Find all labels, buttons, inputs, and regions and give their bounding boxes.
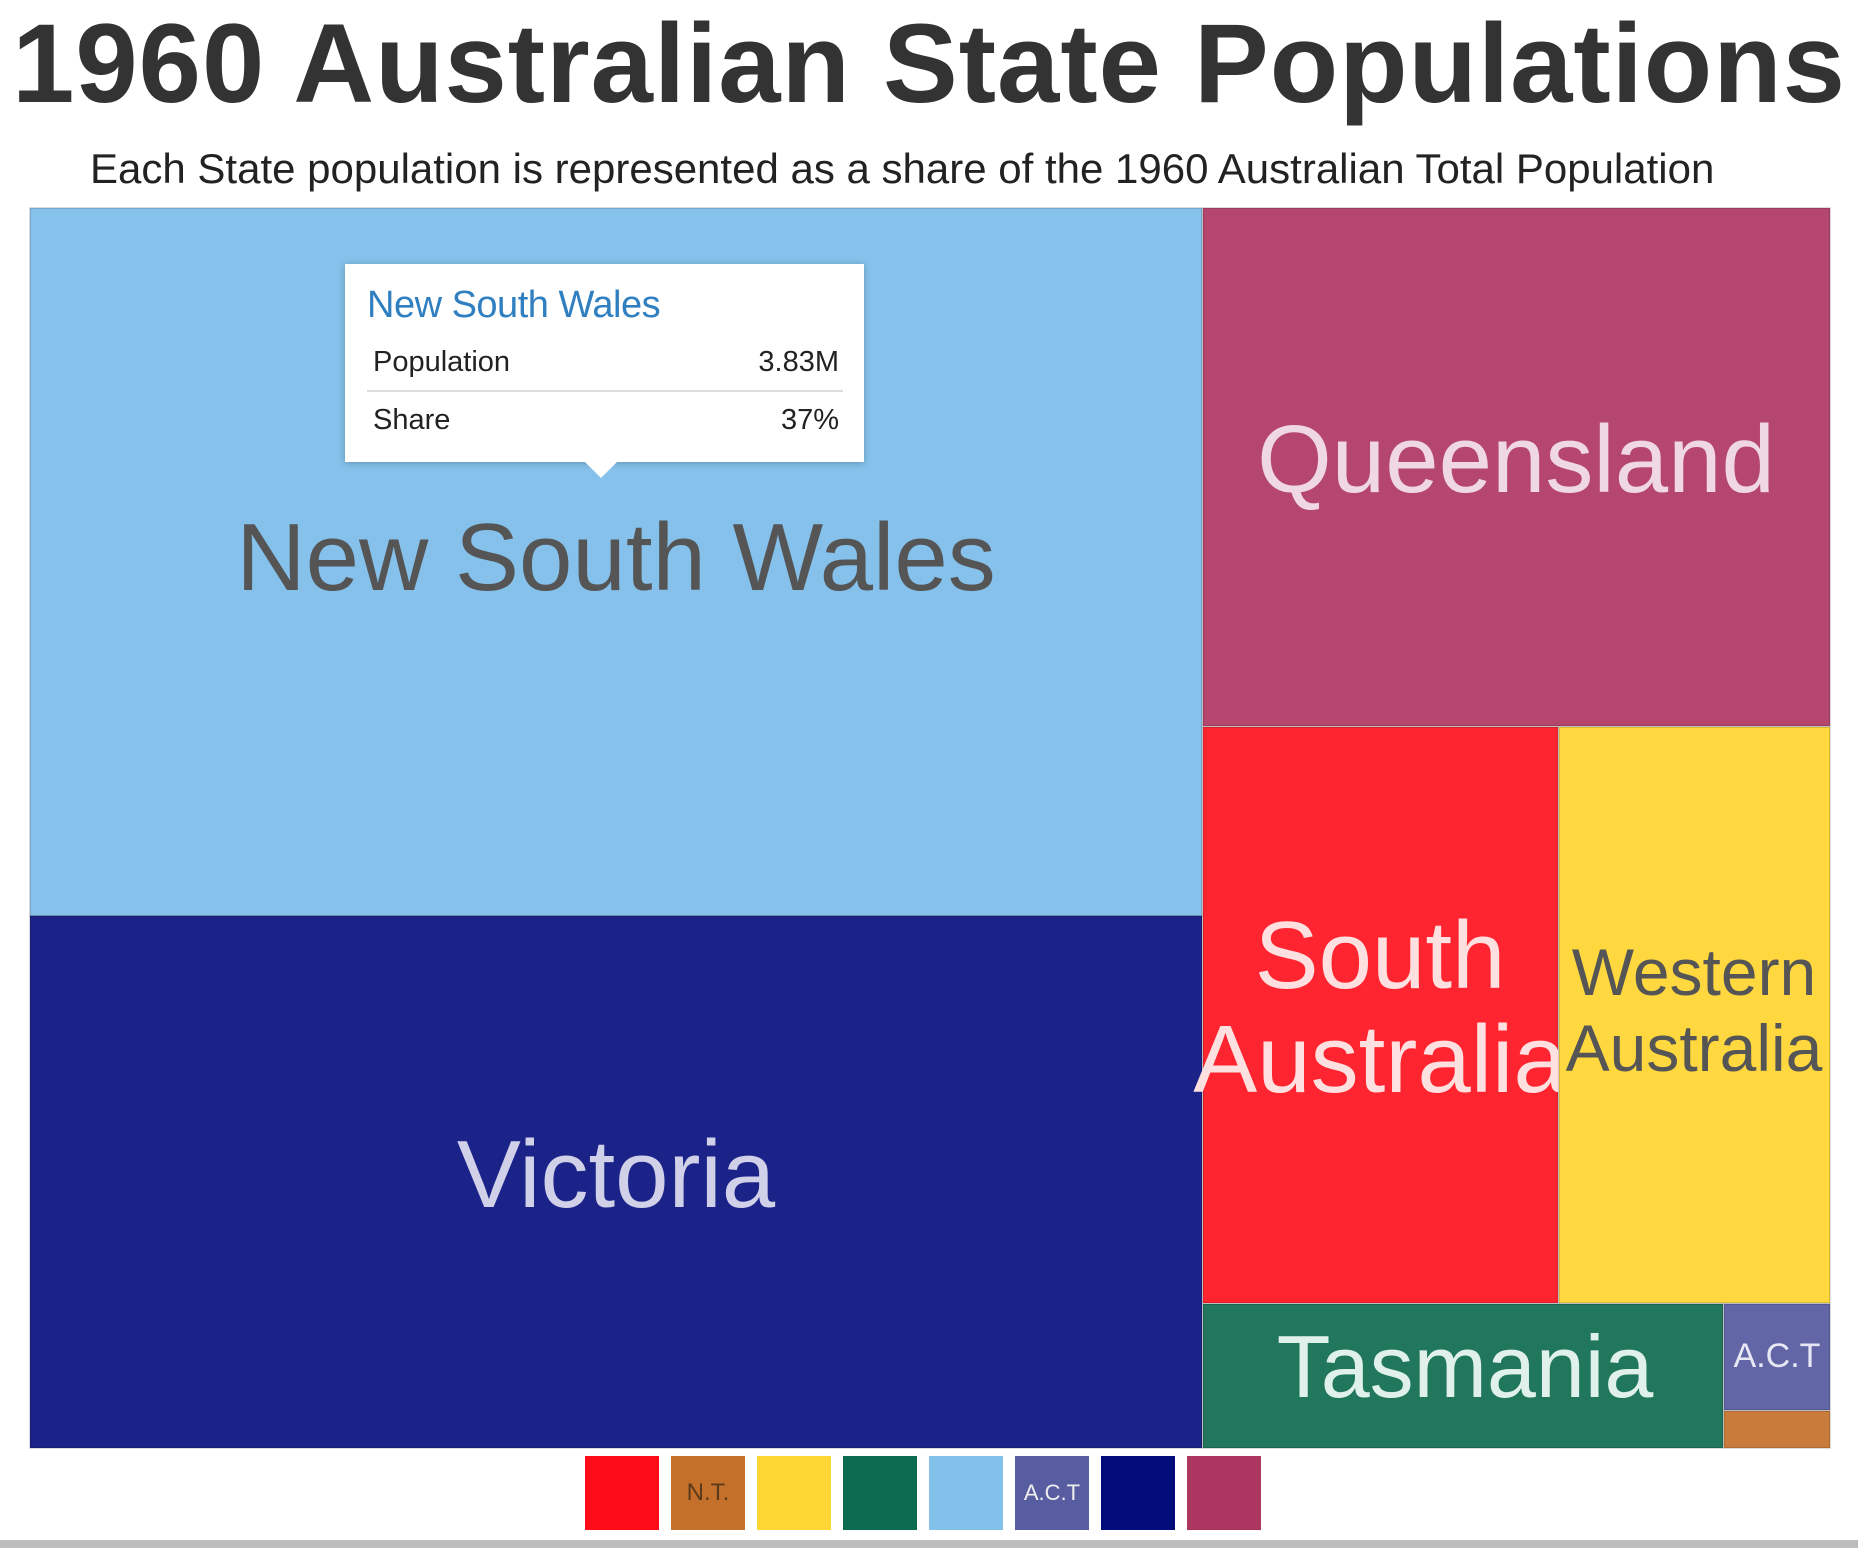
treemap-label-victoria: Victoria bbox=[457, 1121, 776, 1228]
tooltip-row-population: Population 3.83M bbox=[373, 334, 839, 390]
treemap-chart: New South Wales Victoria Queensland South Au… bbox=[29, 207, 1831, 1449]
treemap-rect-a-c-t[interactable] bbox=[1723, 1303, 1831, 1411]
tooltip-row-share: Share 37% bbox=[373, 392, 839, 448]
tooltip-population-value: 3.83M bbox=[758, 346, 839, 378]
treemap-cell-n-t[interactable] bbox=[1723, 1410, 1831, 1449]
legend-swatch-4[interactable] bbox=[929, 1456, 1003, 1530]
treemap-rect-western-australia[interactable] bbox=[1558, 726, 1831, 1304]
treemap-cell-a-c-t[interactable]: A.C.T bbox=[1723, 1303, 1831, 1411]
treemap-label-western-australia: Western Australia bbox=[1566, 935, 1823, 1085]
treemap-rect-tasmania[interactable] bbox=[1202, 1303, 1724, 1449]
treemap-cell-western-australia[interactable]: Western Australia bbox=[1558, 726, 1831, 1304]
legend-swatch-5[interactable]: A.C.T bbox=[1015, 1456, 1089, 1530]
legend-swatch-label: N.T. bbox=[686, 1479, 730, 1506]
treemap-cell-queensland[interactable]: Queensland bbox=[1202, 207, 1831, 727]
tooltip-share-label: Share bbox=[373, 404, 451, 436]
treemap-label-queensland: Queensland bbox=[1257, 406, 1775, 513]
tooltip-population-label: Population bbox=[373, 346, 511, 378]
legend-swatch-2[interactable] bbox=[757, 1456, 831, 1530]
treemap-cell-victoria[interactable]: Victoria bbox=[29, 915, 1203, 1449]
bottom-scrollbar[interactable] bbox=[0, 1540, 1858, 1548]
treemap-label-a-c-t: A.C.T bbox=[1734, 1337, 1821, 1375]
treemap-rect-queensland[interactable] bbox=[1202, 207, 1831, 727]
treemap-label-tasmania: Tasmania bbox=[1277, 1317, 1654, 1416]
tooltip: New South Wales Population 3.83M Share 3… bbox=[345, 264, 864, 478]
legend: N.T. A.C.T bbox=[0, 1456, 1858, 1532]
legend-swatch-6[interactable] bbox=[1101, 1456, 1175, 1530]
treemap-rect-south-australia[interactable] bbox=[1202, 726, 1559, 1304]
treemap-label-south-australia: South Australia bbox=[1193, 902, 1567, 1113]
tooltip-share-value: 37% bbox=[780, 404, 839, 436]
tooltip-divider bbox=[367, 390, 843, 392]
legend-swatch-3[interactable] bbox=[843, 1456, 917, 1530]
treemap-cell-new-south-wales[interactable]: New South Wales bbox=[29, 207, 1203, 917]
legend-swatch-7[interactable] bbox=[1187, 1456, 1261, 1530]
treemap-cell-tasmania[interactable]: Tasmania bbox=[1202, 1303, 1724, 1449]
treemap-label-new-south-wales: New South Wales bbox=[236, 504, 995, 611]
legend-swatch-label: A.C.T bbox=[1023, 1480, 1081, 1505]
treemap-rect-victoria[interactable] bbox=[29, 915, 1203, 1449]
chart-title: 1960 Australian State Populations bbox=[12, 1, 1846, 126]
legend-swatch-0[interactable] bbox=[585, 1456, 659, 1530]
legend-swatch-1[interactable]: N.T. bbox=[671, 1456, 745, 1530]
chart-subtitle: Each State population is represented as … bbox=[90, 145, 1715, 192]
treemap-cell-south-australia[interactable]: South Australia bbox=[1193, 726, 1567, 1304]
treemap-rect-n-t[interactable] bbox=[1723, 1410, 1831, 1449]
tooltip-title: New South Wales bbox=[367, 284, 661, 326]
